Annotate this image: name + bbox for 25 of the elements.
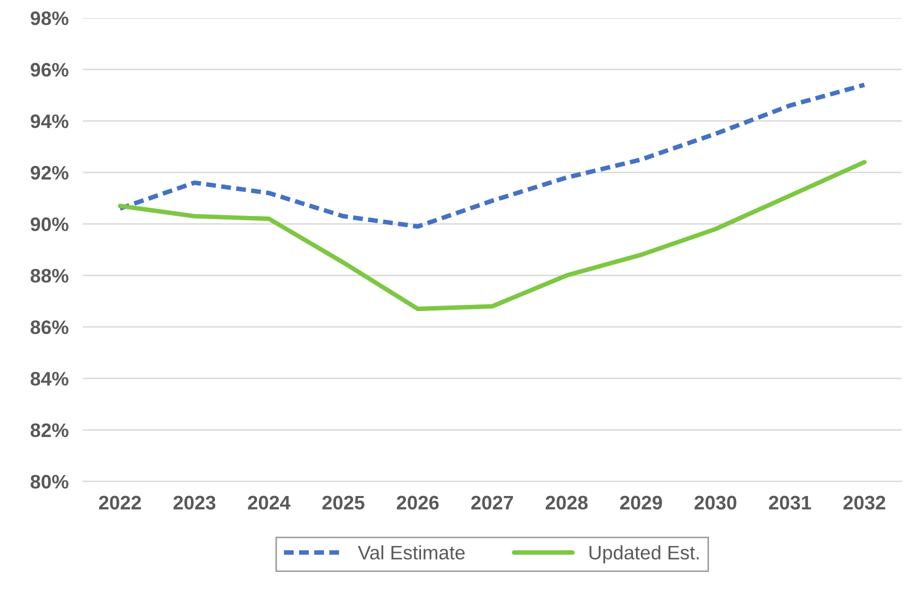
x-tick-label: 2024 — [248, 496, 290, 510]
y-tick-label: 90% — [30, 217, 68, 232]
y-tick-label: 98% — [30, 11, 68, 26]
y-tick-label: 88% — [30, 268, 68, 283]
y-tick-label: 84% — [30, 372, 68, 386]
x-tick-label: 2029 — [620, 496, 662, 510]
y-tick-label: 92% — [30, 166, 68, 180]
x-tick-label: 2026 — [396, 496, 439, 510]
line-series — [118, 160, 867, 312]
y-tick-label: 82% — [30, 423, 68, 438]
y-tick-label: 94% — [30, 114, 68, 128]
x-tick-label: 2031 — [768, 496, 812, 510]
x-tick-label: 2030 — [694, 496, 736, 510]
x-tick-label: 2022 — [99, 496, 141, 510]
legend-label: Val Estimate — [358, 545, 465, 560]
x-tick-label: 2028 — [546, 496, 588, 510]
legend-label: Updated Est. — [590, 545, 699, 564]
x-tick-label: 2032 — [843, 496, 886, 510]
y-tick-label: 96% — [30, 62, 68, 77]
y-tick-label: 86% — [30, 320, 68, 334]
x-tick-label: 2025 — [322, 496, 364, 510]
y-tick-label: 80% — [30, 474, 68, 489]
x-tick-label: 2023 — [174, 496, 216, 510]
x-tick-label: 2027 — [471, 496, 513, 510]
line-series — [118, 82, 867, 229]
